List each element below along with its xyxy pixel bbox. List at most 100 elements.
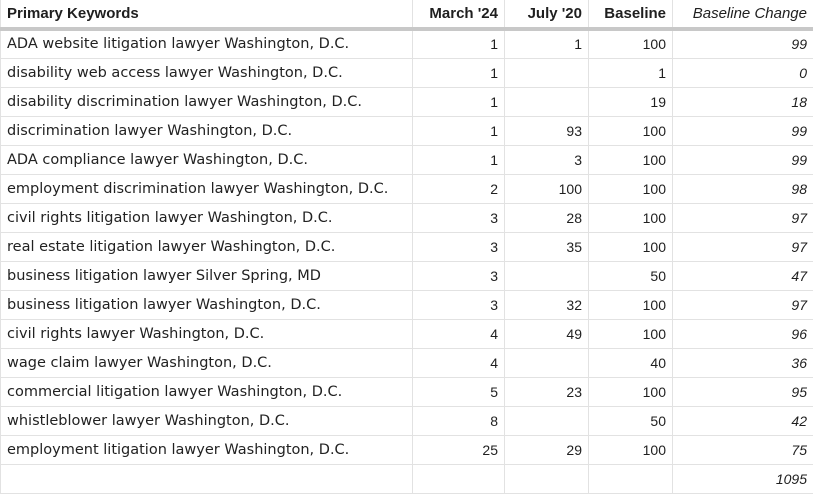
table-row: whistleblower lawyer Washington, D.C. 8 … <box>0 406 813 436</box>
keyword-cell[interactable]: ADA website litigation lawyer Washington… <box>0 29 413 59</box>
july-20-cell[interactable] <box>504 348 589 378</box>
keyword-cell[interactable]: disability web access lawyer Washington,… <box>0 58 413 88</box>
march-24-cell[interactable]: 3 <box>412 232 505 262</box>
keyword-cell[interactable]: disability discrimination lawyer Washing… <box>0 87 413 117</box>
baseline-change-cell[interactable]: 0 <box>672 58 813 88</box>
keyword-cell[interactable]: employment discrimination lawyer Washing… <box>0 174 413 204</box>
keyword-cell[interactable]: employment litigation lawyer Washington,… <box>0 435 413 465</box>
baseline-change-cell[interactable]: 97 <box>672 203 813 233</box>
baseline-change-cell[interactable]: 95 <box>672 377 813 407</box>
march-24-cell[interactable]: 1 <box>412 58 505 88</box>
baseline-change-cell[interactable]: 36 <box>672 348 813 378</box>
july-20-cell[interactable]: 23 <box>504 377 589 407</box>
table-row: commercial litigation lawyer Washington,… <box>0 377 813 407</box>
keyword-cell[interactable]: business litigation lawyer Silver Spring… <box>0 261 413 291</box>
march-24-cell[interactable]: 1 <box>412 116 505 146</box>
baseline-cell[interactable]: 100 <box>588 290 673 320</box>
march-24-cell[interactable]: 3 <box>412 290 505 320</box>
header-march-24[interactable]: March '24 <box>412 0 505 31</box>
baseline-change-cell[interactable]: 47 <box>672 261 813 291</box>
march-24-cell[interactable]: 4 <box>412 319 505 349</box>
baseline-change-cell[interactable]: 99 <box>672 29 813 59</box>
header-primary-keywords[interactable]: Primary Keywords <box>0 0 413 31</box>
baseline-cell[interactable]: 100 <box>588 203 673 233</box>
baseline-change-cell[interactable]: 18 <box>672 87 813 117</box>
march-24-cell[interactable]: 5 <box>412 377 505 407</box>
march-24-cell[interactable]: 8 <box>412 406 505 436</box>
march-24-cell[interactable]: 25 <box>412 435 505 465</box>
baseline-cell[interactable]: 19 <box>588 87 673 117</box>
total-row: 1095 <box>0 464 813 494</box>
baseline-cell[interactable]: 100 <box>588 232 673 262</box>
table-row: civil rights litigation lawyer Washingto… <box>0 203 813 233</box>
march-24-cell[interactable]: 2 <box>412 174 505 204</box>
baseline-cell[interactable]: 100 <box>588 435 673 465</box>
march-24-cell[interactable]: 3 <box>412 203 505 233</box>
march-24-cell[interactable]: 1 <box>412 87 505 117</box>
table-row: real estate litigation lawyer Washington… <box>0 232 813 262</box>
baseline-change-cell[interactable]: 42 <box>672 406 813 436</box>
baseline-cell[interactable]: 100 <box>588 174 673 204</box>
march-24-cell[interactable]: 4 <box>412 348 505 378</box>
keyword-cell[interactable]: civil rights lawyer Washington, D.C. <box>0 319 413 349</box>
july-20-cell[interactable] <box>504 261 589 291</box>
table-row: employment litigation lawyer Washington,… <box>0 435 813 465</box>
july-20-cell[interactable]: 100 <box>504 174 589 204</box>
baseline-cell[interactable]: 100 <box>588 377 673 407</box>
keyword-cell[interactable]: real estate litigation lawyer Washington… <box>0 232 413 262</box>
baseline-change-cell[interactable]: 96 <box>672 319 813 349</box>
july-20-cell[interactable] <box>504 406 589 436</box>
baseline-cell[interactable]: 100 <box>588 116 673 146</box>
baseline-cell[interactable]: 100 <box>588 29 673 59</box>
march-24-cell[interactable]: 3 <box>412 261 505 291</box>
baseline-change-cell[interactable]: 99 <box>672 116 813 146</box>
baseline-change-cell[interactable]: 97 <box>672 290 813 320</box>
baseline-change-cell[interactable]: 97 <box>672 232 813 262</box>
july-20-cell[interactable]: 3 <box>504 145 589 175</box>
baseline-cell[interactable]: 100 <box>588 145 673 175</box>
header-july-20[interactable]: July '20 <box>504 0 589 31</box>
baseline-cell[interactable]: 40 <box>588 348 673 378</box>
table-row: civil rights lawyer Washington, D.C. 4 4… <box>0 319 813 349</box>
july-20-cell[interactable]: 29 <box>504 435 589 465</box>
keyword-cell[interactable]: discrimination lawyer Washington, D.C. <box>0 116 413 146</box>
july-20-cell[interactable] <box>504 58 589 88</box>
july-20-cell[interactable]: 49 <box>504 319 589 349</box>
keyword-cell[interactable]: business litigation lawyer Washington, D… <box>0 290 413 320</box>
empty-cell[interactable] <box>588 464 673 494</box>
keyword-cell[interactable]: whistleblower lawyer Washington, D.C. <box>0 406 413 436</box>
header-baseline-change[interactable]: Baseline Change <box>672 0 813 31</box>
table-row: ADA compliance lawyer Washington, D.C. 1… <box>0 145 813 175</box>
baseline-cell[interactable]: 100 <box>588 319 673 349</box>
baseline-change-cell[interactable]: 75 <box>672 435 813 465</box>
empty-cell[interactable] <box>504 464 589 494</box>
table-row: disability discrimination lawyer Washing… <box>0 87 813 117</box>
header-baseline[interactable]: Baseline <box>588 0 673 31</box>
empty-cell[interactable] <box>412 464 505 494</box>
keyword-cell[interactable]: commercial litigation lawyer Washington,… <box>0 377 413 407</box>
keyword-cell[interactable]: civil rights litigation lawyer Washingto… <box>0 203 413 233</box>
march-24-cell[interactable]: 1 <box>412 145 505 175</box>
table-row: employment discrimination lawyer Washing… <box>0 174 813 204</box>
july-20-cell[interactable] <box>504 87 589 117</box>
total-baseline-change-cell[interactable]: 1095 <box>672 464 813 494</box>
march-24-cell[interactable]: 1 <box>412 29 505 59</box>
baseline-cell[interactable]: 1 <box>588 58 673 88</box>
table-row: business litigation lawyer Washington, D… <box>0 290 813 320</box>
july-20-cell[interactable]: 28 <box>504 203 589 233</box>
july-20-cell[interactable]: 32 <box>504 290 589 320</box>
table-row: discrimination lawyer Washington, D.C. 1… <box>0 116 813 146</box>
header-row: Primary Keywords March '24 July '20 Base… <box>0 0 813 31</box>
keyword-cell[interactable]: ADA compliance lawyer Washington, D.C. <box>0 145 413 175</box>
empty-cell[interactable] <box>0 464 413 494</box>
baseline-change-cell[interactable]: 99 <box>672 145 813 175</box>
baseline-change-cell[interactable]: 98 <box>672 174 813 204</box>
baseline-cell[interactable]: 50 <box>588 406 673 436</box>
july-20-cell[interactable]: 35 <box>504 232 589 262</box>
july-20-cell[interactable]: 93 <box>504 116 589 146</box>
table-row: disability web access lawyer Washington,… <box>0 58 813 88</box>
july-20-cell[interactable]: 1 <box>504 29 589 59</box>
baseline-cell[interactable]: 50 <box>588 261 673 291</box>
keyword-cell[interactable]: wage claim lawyer Washington, D.C. <box>0 348 413 378</box>
